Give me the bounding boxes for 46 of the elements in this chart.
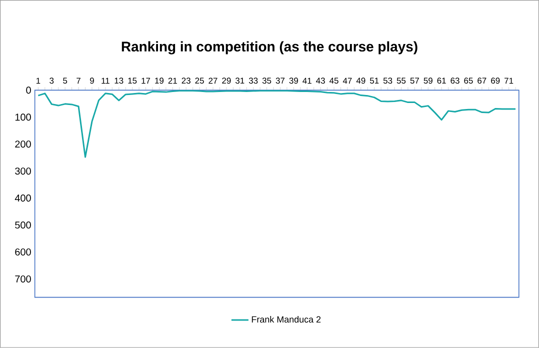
x-tick-label: 19 xyxy=(155,78,164,84)
x-tick-label: 51 xyxy=(370,78,379,84)
x-tick-label: 63 xyxy=(450,78,460,84)
x-tick-label: 23 xyxy=(182,78,190,84)
chart-title: Ranking in competition (as the course plays) xyxy=(122,41,418,54)
x-tick-label: 21 xyxy=(168,78,177,84)
x-tick-label: 9 xyxy=(90,78,94,84)
y-tick-label: 0 xyxy=(26,86,31,94)
x-tick-label: 33 xyxy=(248,78,258,84)
x-tick-label: 27 xyxy=(208,78,218,84)
x-tick-label: 7 xyxy=(76,78,80,84)
y-tick-label: 700 xyxy=(15,276,31,283)
y-tick-label: 100 xyxy=(15,114,31,121)
x-tick-label: 25 xyxy=(195,78,204,84)
x-tick-label: 45 xyxy=(329,78,338,84)
x-tick-label: 1 xyxy=(36,78,40,84)
x-tick-label: 29 xyxy=(222,78,231,84)
x-tick-label: 35 xyxy=(262,78,272,84)
x-tick-label: 61 xyxy=(437,78,446,84)
x-tick-label: 11 xyxy=(102,78,110,84)
x-tick-label: 71 xyxy=(504,78,514,84)
x-tick-label: 37 xyxy=(276,78,285,84)
x-tick-label: 49 xyxy=(356,78,366,84)
x-tick-label: 47 xyxy=(342,78,352,84)
x-tick-label: 3 xyxy=(50,78,54,84)
x-tick-label: 43 xyxy=(316,78,325,84)
y-tick-label: 500 xyxy=(15,222,31,229)
x-tick-label: 41 xyxy=(302,78,312,84)
x-tick-label: 57 xyxy=(410,78,419,84)
x-tick-label: 5 xyxy=(63,78,68,84)
x-tick-label: 55 xyxy=(396,78,406,84)
y-tick-label: 400 xyxy=(14,194,31,202)
x-tick-label: 13 xyxy=(114,78,124,84)
legend-label: Frank Manduca 2 xyxy=(252,316,321,323)
x-tick-label: 31 xyxy=(236,78,244,84)
x-tick-label: 69 xyxy=(491,78,500,84)
x-tick-label: 17 xyxy=(142,78,150,84)
x-tick-label: 39 xyxy=(289,78,298,84)
x-tick-label: 67 xyxy=(478,78,486,84)
x-tick-label: 15 xyxy=(128,78,137,84)
y-tick-label: 600 xyxy=(15,248,31,256)
y-tick-label: 200 xyxy=(15,140,31,148)
x-tick-label: 53 xyxy=(383,78,392,84)
x-tick-label: 59 xyxy=(424,78,432,84)
y-tick-label: 300 xyxy=(15,168,31,175)
x-tick-label: 65 xyxy=(464,78,473,84)
